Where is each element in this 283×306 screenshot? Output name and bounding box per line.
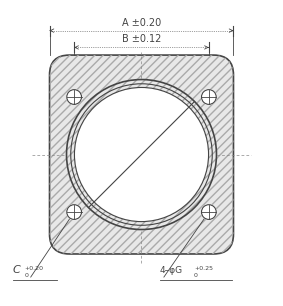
Circle shape [201,205,216,219]
Text: B ±0.12: B ±0.12 [122,35,161,44]
Text: A ±0.20: A ±0.20 [122,18,161,28]
Circle shape [201,90,216,104]
Text: +0.20: +0.20 [25,266,44,271]
FancyBboxPatch shape [50,55,233,254]
Text: 4–φG: 4–φG [160,266,183,275]
Text: C: C [13,265,20,275]
Circle shape [67,90,82,104]
Circle shape [67,205,82,219]
Circle shape [67,80,216,230]
Text: +0.25: +0.25 [194,266,213,271]
Text: 0: 0 [194,273,198,278]
Text: 0: 0 [25,273,29,278]
